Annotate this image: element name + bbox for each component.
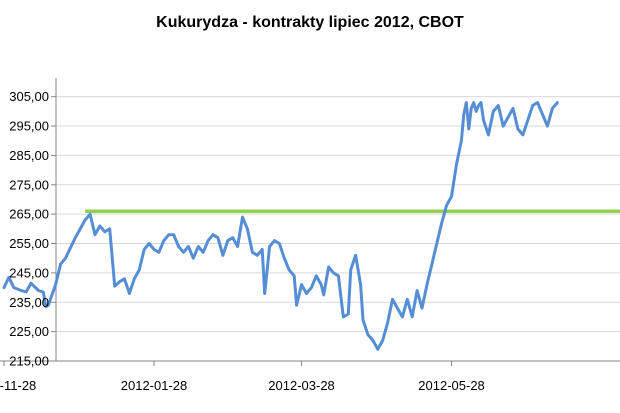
y-tick-label: 265,00 [9, 207, 49, 222]
y-tick-label: 245,00 [9, 265, 49, 280]
y-tick-label: 255,00 [9, 236, 49, 251]
y-tick-label: 295,00 [9, 119, 49, 134]
chart-title: Kukurydza - kontrakty lipiec 2012, CBOT [156, 14, 464, 31]
gridlines [56, 96, 620, 362]
x-tick-label: 2011-11-28 [0, 378, 36, 393]
y-tick-label: 275,00 [9, 177, 49, 192]
x-tick-label: 2012-01-28 [121, 378, 188, 393]
axes [0, 78, 620, 366]
y-tick-label: 225,00 [9, 324, 49, 339]
x-tick-labels: 2011-11-28 2012-01-28 2012-03-28 2012-05-28 [0, 378, 485, 393]
series-layer [2, 101, 559, 351]
y-tick-label: 215,00 [9, 354, 49, 369]
y-tick-labels: 305,00 295,00 285,00 275,00 265,00 255,00 245,… [9, 89, 49, 368]
y-tick-label: 285,00 [9, 148, 49, 163]
x-tick-label: 2012-03-28 [268, 378, 335, 393]
y-tick-label: 235,00 [9, 295, 49, 310]
x-tick-label: 2012-05-28 [418, 378, 485, 393]
y-tick-label: 305,00 [9, 89, 49, 104]
series-line [2, 101, 559, 351]
